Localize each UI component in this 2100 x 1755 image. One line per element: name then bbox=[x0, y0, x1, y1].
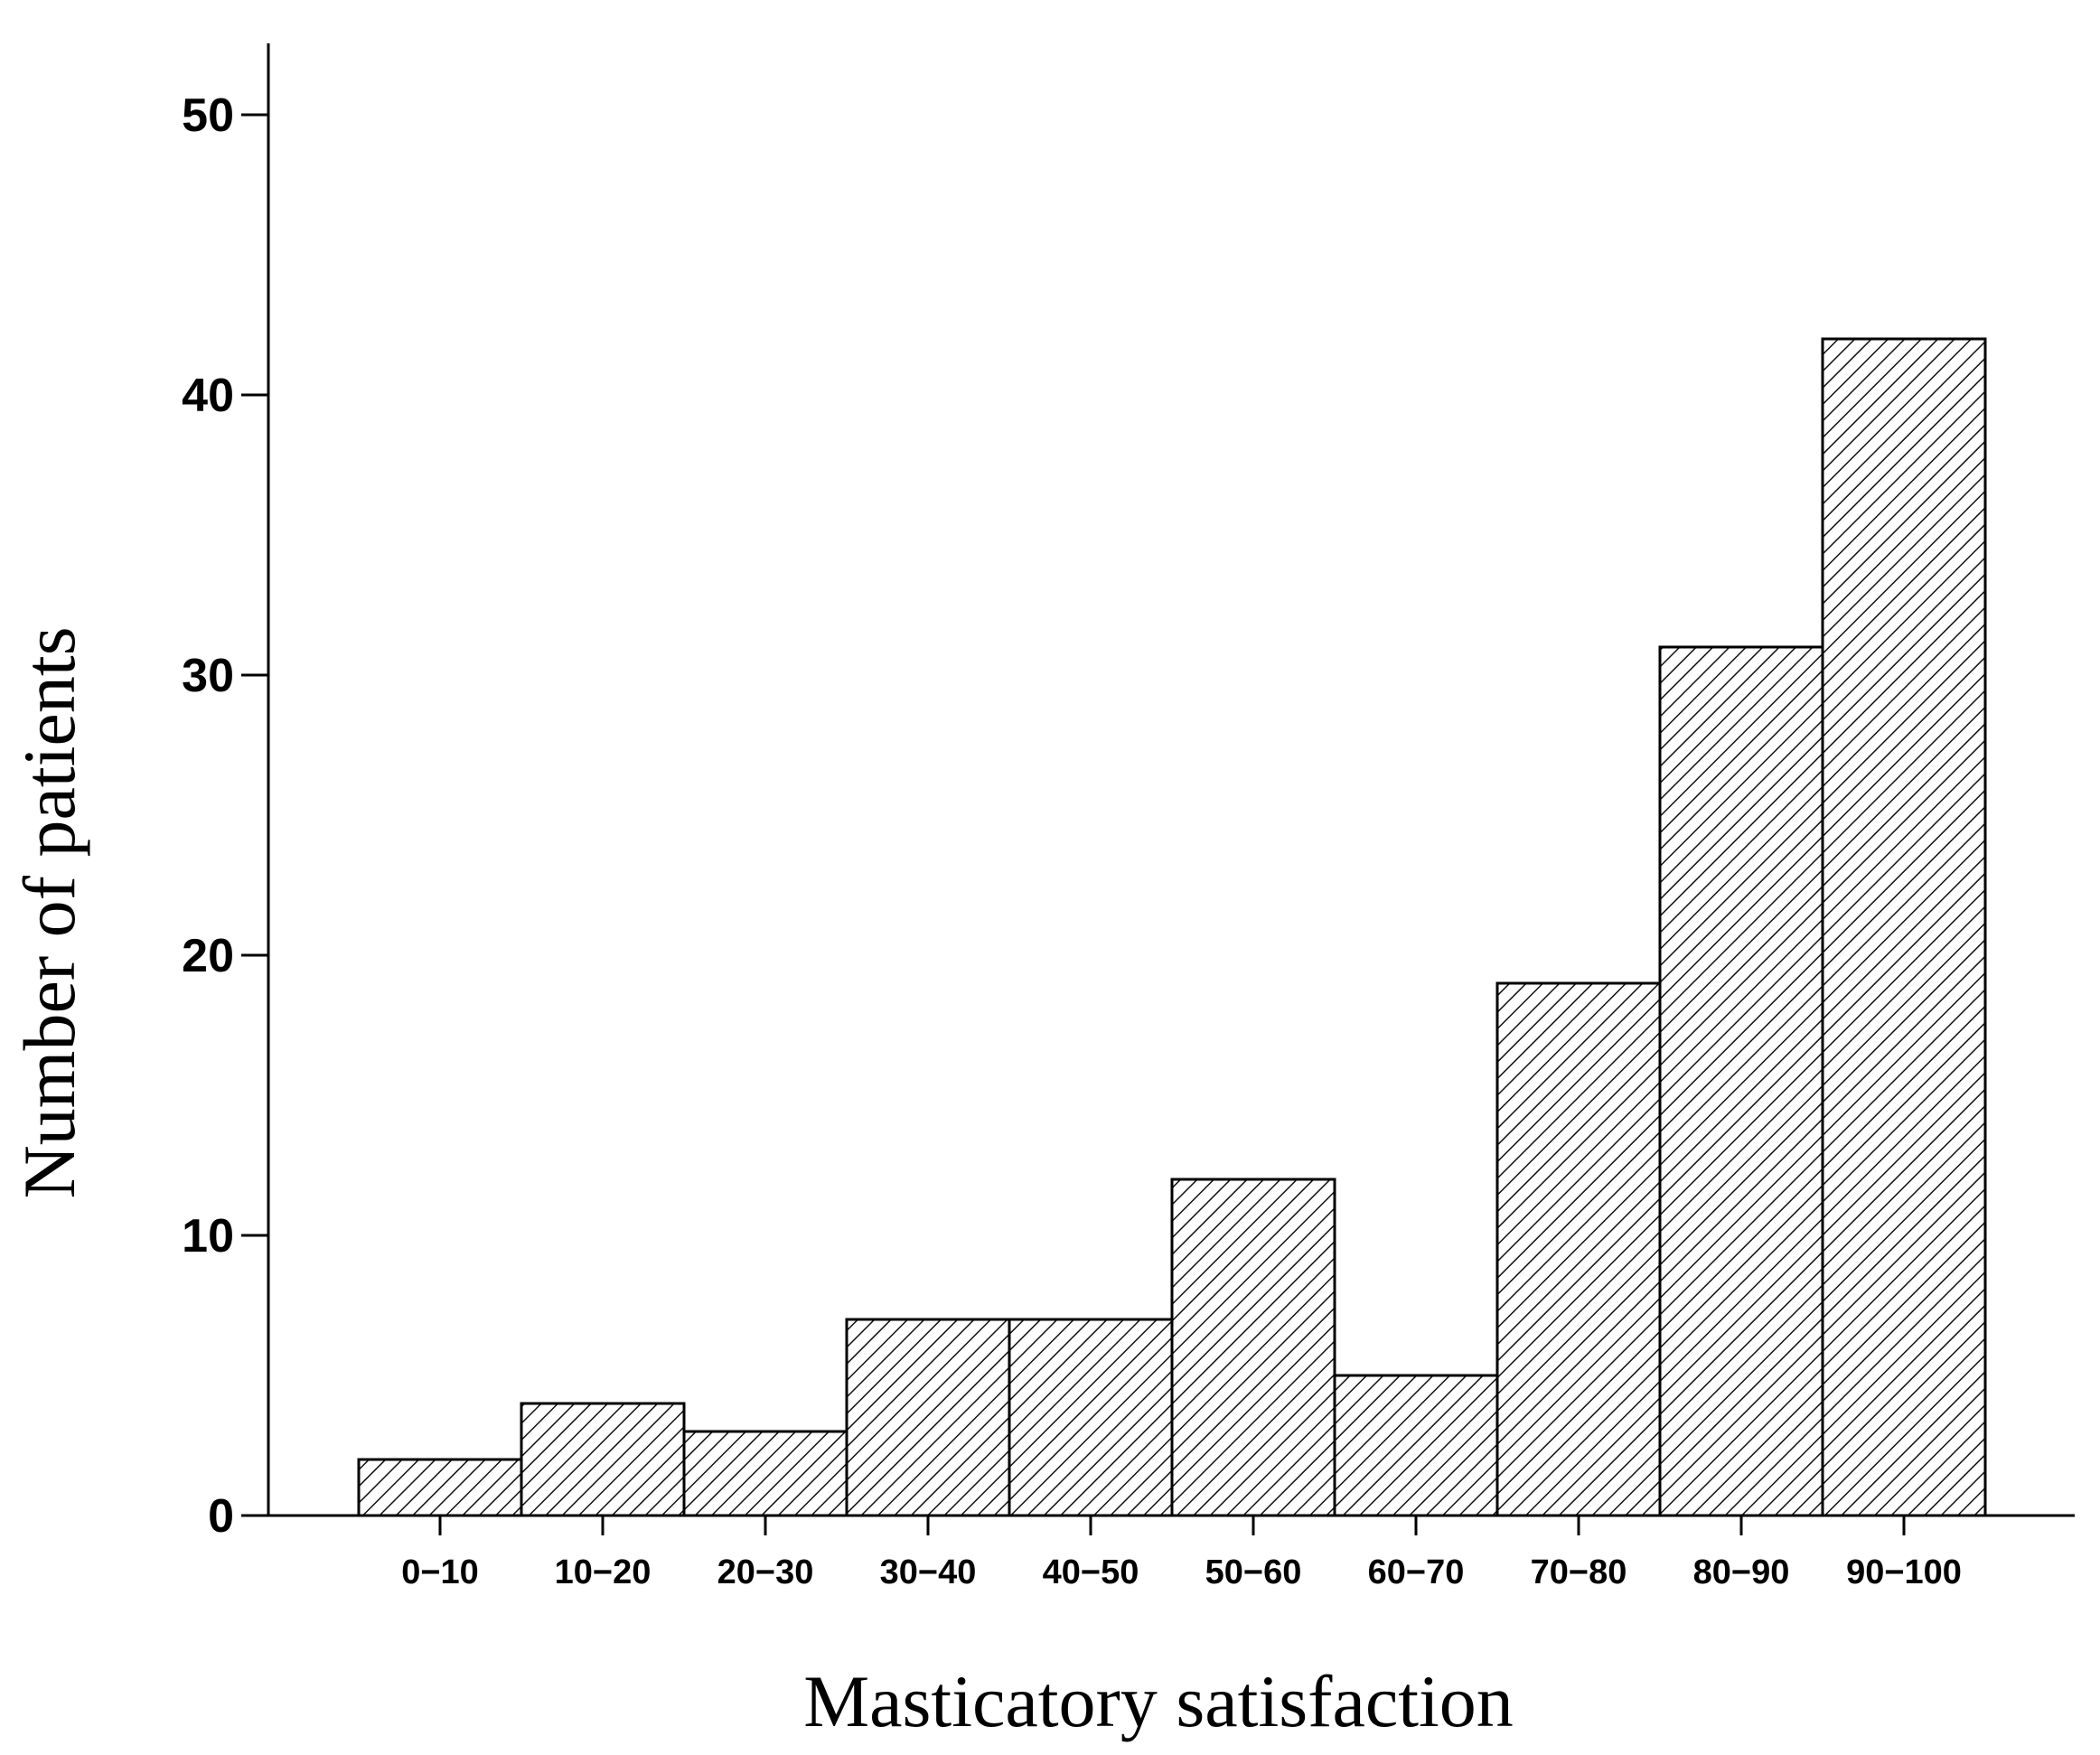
bar-2 bbox=[520, 1402, 686, 1517]
bars-layer bbox=[357, 337, 1987, 1517]
y-tick-label: 10 bbox=[182, 1210, 234, 1262]
x-tick-label: 60−70 bbox=[1368, 1553, 1465, 1591]
y-tick-label: 20 bbox=[182, 930, 234, 982]
bar-7 bbox=[1333, 1374, 1499, 1517]
bar-8 bbox=[1495, 981, 1662, 1517]
bar-10 bbox=[1821, 337, 1987, 1517]
y-ticks: 0 10 20 30 40 50 bbox=[182, 89, 268, 1543]
x-tick-label: 0−10 bbox=[401, 1553, 479, 1591]
y-tick-label: 40 bbox=[182, 370, 234, 422]
bar-9 bbox=[1658, 645, 1824, 1517]
bar-5 bbox=[1008, 1318, 1174, 1517]
y-tick-label: 30 bbox=[182, 650, 234, 702]
x-tick-label: 80−90 bbox=[1693, 1553, 1790, 1591]
bar-6 bbox=[1170, 1178, 1336, 1517]
bar-4 bbox=[845, 1318, 1011, 1517]
y-axis-title: Number of patients bbox=[8, 626, 90, 1198]
x-tick-label: 90−100 bbox=[1846, 1553, 1962, 1591]
axes-layer bbox=[267, 43, 2075, 1517]
x-tick-label: 20−30 bbox=[717, 1553, 814, 1591]
y-tick-label: 0 bbox=[208, 1490, 234, 1543]
bar-3 bbox=[682, 1430, 848, 1517]
bar-1 bbox=[357, 1458, 523, 1517]
x-tick-label: 40−50 bbox=[1043, 1553, 1139, 1591]
x-tick-label: 10−20 bbox=[555, 1553, 652, 1591]
x-tick-label: 30−40 bbox=[880, 1553, 977, 1591]
x-tick-label: 70−80 bbox=[1531, 1553, 1627, 1591]
x-tick-label: 50−60 bbox=[1205, 1553, 1302, 1591]
x-ticks: 0−10 10−20 20−30 30−40 40−50 50−60 60−70 70−80 8… bbox=[401, 1516, 1962, 1591]
x-axis-title: Masticatory satisfaction bbox=[803, 1660, 1514, 1742]
y-tick-label: 50 bbox=[182, 89, 234, 142]
